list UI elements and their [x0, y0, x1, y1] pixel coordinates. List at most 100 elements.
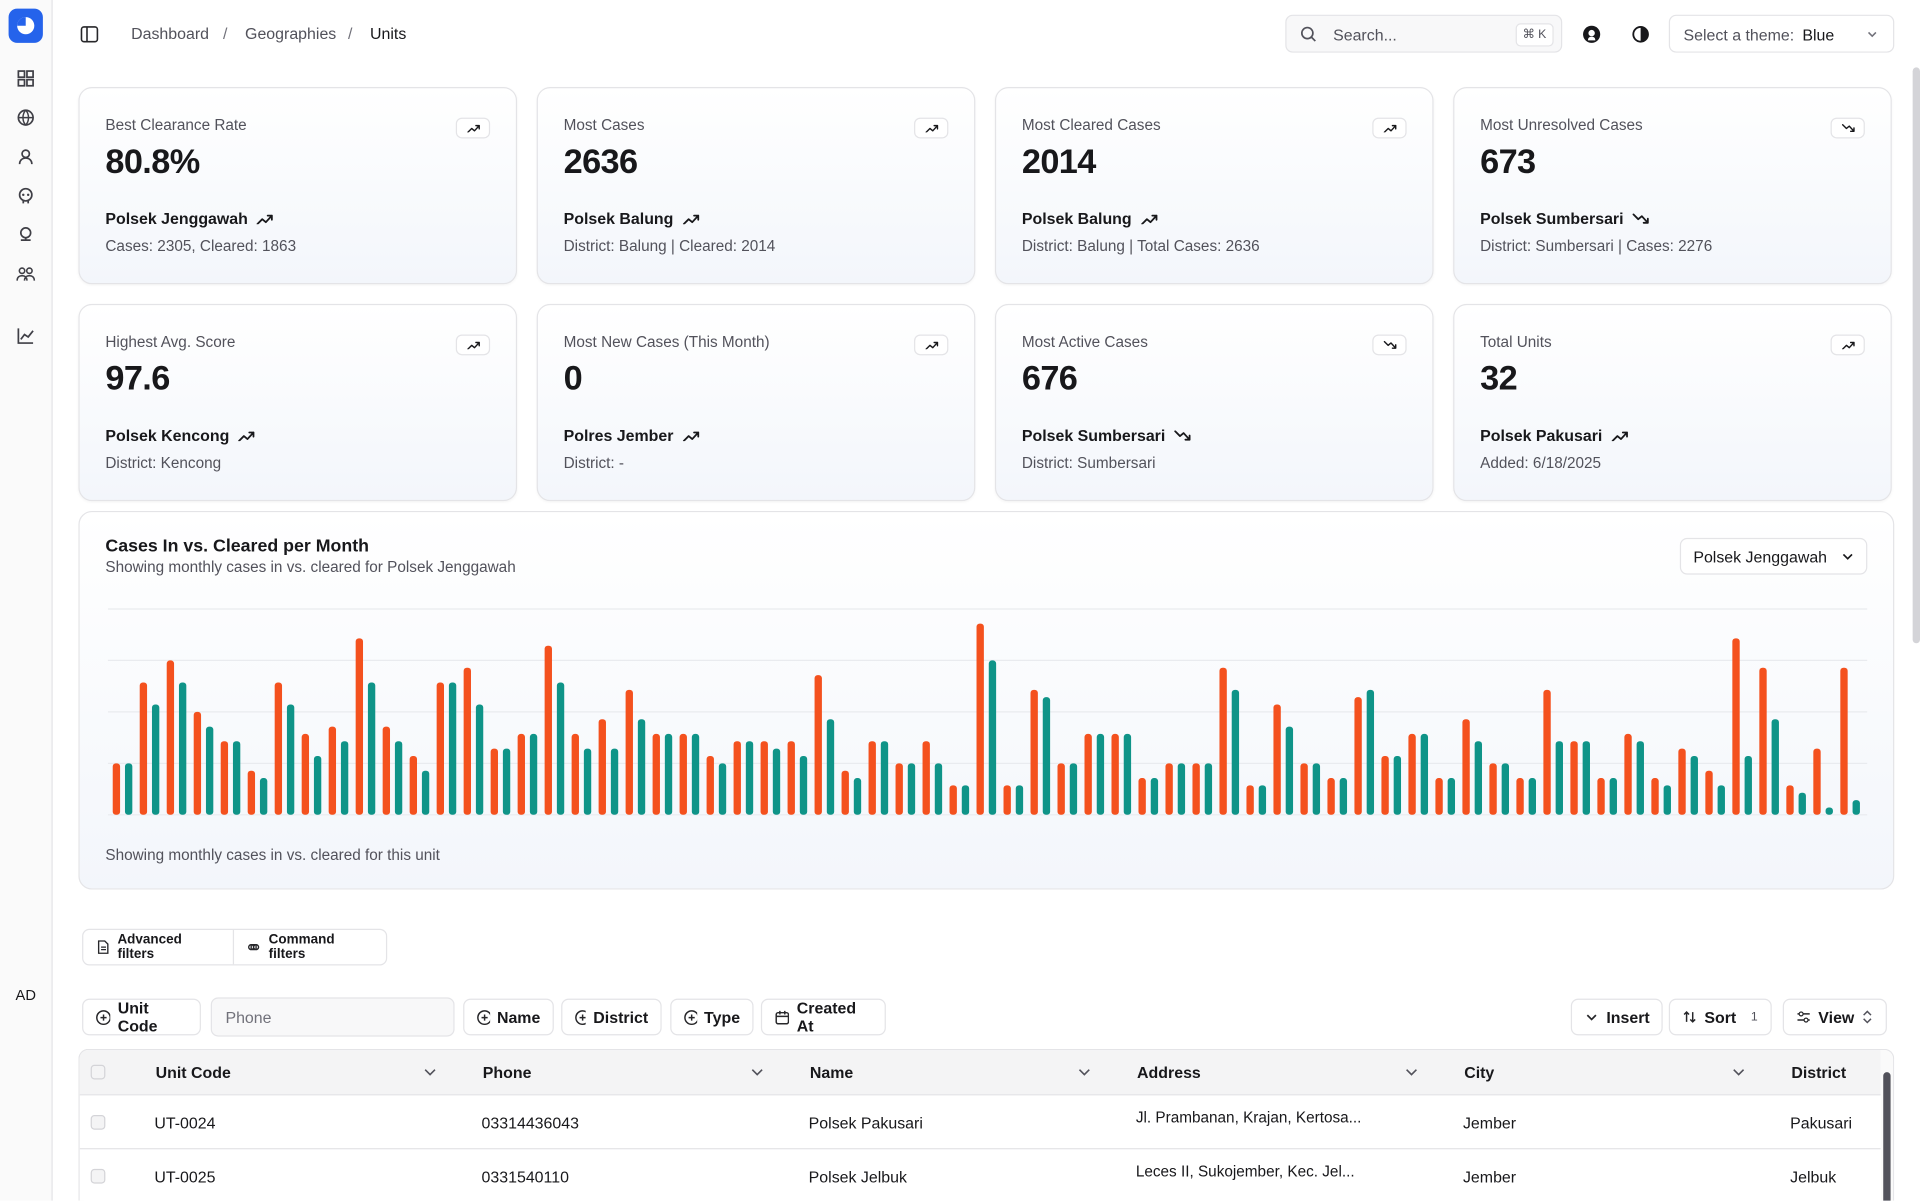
bar — [1474, 741, 1483, 815]
bar — [490, 748, 498, 815]
filter-chip[interactable]: Name — [463, 998, 554, 1036]
filter-chip-label: Created At — [796, 998, 857, 1036]
filter-chip[interactable]: Unit Code — [82, 998, 201, 1036]
file-icon — [97, 940, 109, 954]
table-body: Unit Code Phone Name Address City District UT-… — [79, 1050, 1881, 1201]
theme-select[interactable]: Select a theme: Blue — [1668, 14, 1895, 53]
plus-circle-icon — [575, 1009, 586, 1025]
column-header[interactable]: Name — [809, 1063, 854, 1082]
search-shortcut: ⌘ K — [1515, 23, 1554, 47]
bar — [1447, 778, 1456, 815]
nav-users[interactable] — [16, 265, 36, 285]
card-unit: Polsek Balung — [1022, 210, 1157, 228]
row-checkbox[interactable] — [90, 1114, 106, 1130]
trend-icon — [1841, 341, 1855, 350]
card-unit-name: Polsek Kencong — [105, 426, 230, 445]
phone-input[interactable]: Phone — [210, 997, 455, 1037]
column-menu[interactable] — [1404, 1066, 1419, 1078]
page-scrollbar[interactable] — [1912, 67, 1920, 644]
column-header[interactable]: Address — [1137, 1063, 1201, 1082]
nav-user[interactable] — [16, 147, 36, 167]
card-value: 32 — [1480, 359, 1518, 397]
filter-chip[interactable]: District — [561, 998, 662, 1036]
view-button[interactable]: View — [1782, 998, 1888, 1036]
column-header[interactable]: District — [1791, 1063, 1847, 1082]
logo[interactable] — [8, 8, 43, 43]
bar — [328, 726, 337, 815]
bar — [367, 682, 376, 815]
bar — [1663, 785, 1671, 815]
card-value: 97.6 — [105, 359, 170, 397]
nav-geo[interactable] — [16, 108, 36, 128]
plus-circle-icon — [96, 1009, 111, 1025]
row-checkbox[interactable] — [90, 1168, 106, 1184]
card-unit-name: Polsek Balung — [563, 209, 674, 228]
breadcrumb-link[interactable]: Dashboard — [131, 24, 210, 43]
column-header[interactable]: Phone — [482, 1063, 532, 1082]
stat-card: Highest Avg. Score 97.6 Polsek Kencong Dist… — [78, 303, 518, 502]
bar — [664, 733, 673, 815]
breadcrumb-link[interactable]: Geographies — [245, 24, 337, 43]
bar — [1651, 778, 1659, 815]
unit-select[interactable]: Polsek Jenggawah — [1679, 537, 1868, 575]
bar — [652, 733, 660, 815]
card-value: 673 — [1480, 142, 1536, 181]
bar — [1771, 719, 1779, 815]
card-detail: Added: 6/18/2025 — [1480, 454, 1602, 472]
filter-button[interactable]: Command filters — [235, 930, 386, 964]
column-menu[interactable] — [1731, 1066, 1746, 1078]
scroll-thumb[interactable] — [1883, 1072, 1891, 1201]
bar — [259, 778, 268, 815]
bar — [394, 741, 403, 815]
sidebar: AD — [0, 0, 53, 1201]
bar — [625, 689, 633, 815]
search[interactable]: Search... ⌘ K — [1285, 14, 1563, 53]
trend-path — [924, 124, 938, 133]
theme-toggle[interactable] — [1631, 25, 1651, 45]
bar — [124, 763, 133, 815]
bar — [868, 741, 876, 815]
command-icon — [248, 944, 260, 951]
column-header[interactable]: Unit Code — [155, 1063, 231, 1082]
row-checkbox[interactable] — [90, 1064, 106, 1080]
insert-label: Insert — [1606, 1007, 1650, 1027]
bar — [436, 682, 445, 815]
bar — [934, 763, 943, 815]
bar — [1732, 638, 1740, 815]
filter-button[interactable]: Advanced filters — [83, 929, 235, 965]
github-icon[interactable] — [1582, 25, 1602, 45]
nav-skull[interactable] — [16, 186, 36, 206]
filter-group: Advanced filters Command filters — [82, 928, 388, 966]
table-scrollbar[interactable] — [1880, 1050, 1894, 1201]
theme-value: Blue — [1802, 25, 1835, 45]
icon-lines — [776, 1010, 789, 1017]
nav-globe[interactable] — [16, 225, 36, 245]
bar — [922, 741, 930, 815]
table-cell: UT-0024 — [154, 1113, 216, 1133]
column-menu[interactable] — [423, 1066, 438, 1078]
card-label: Total Units — [1480, 333, 1552, 351]
filter-chip[interactable]: Created At — [760, 998, 886, 1036]
bar — [139, 682, 148, 815]
bar — [1489, 763, 1497, 815]
view-icon — [1797, 1011, 1810, 1023]
bar — [1015, 785, 1024, 815]
column-menu[interactable] — [750, 1066, 765, 1078]
card-detail: District: Sumbersari | Cases: 2276 — [1480, 237, 1713, 255]
nav-chart[interactable] — [16, 326, 36, 346]
bar — [247, 770, 256, 815]
bar — [853, 778, 862, 815]
column-menu[interactable] — [1077, 1066, 1092, 1078]
insert-button[interactable]: Insert — [1570, 998, 1664, 1036]
sidebar-toggle[interactable] — [80, 25, 100, 45]
column-header[interactable]: City — [1464, 1063, 1495, 1082]
filter-chip[interactable]: Type — [670, 998, 754, 1036]
icon-plus — [579, 1013, 586, 1021]
bar — [799, 755, 808, 815]
table-row: UT-0025 0331540110 Polsek Jelbuk Leces II, … — [80, 1149, 1881, 1200]
sort-button[interactable]: Sort 1 — [1668, 998, 1772, 1036]
filter-chip-label: Type — [704, 1007, 741, 1027]
nav-dashboard[interactable] — [16, 69, 36, 89]
avatar[interactable]: AD — [15, 986, 36, 1004]
icon-chevron — [1406, 1069, 1417, 1076]
